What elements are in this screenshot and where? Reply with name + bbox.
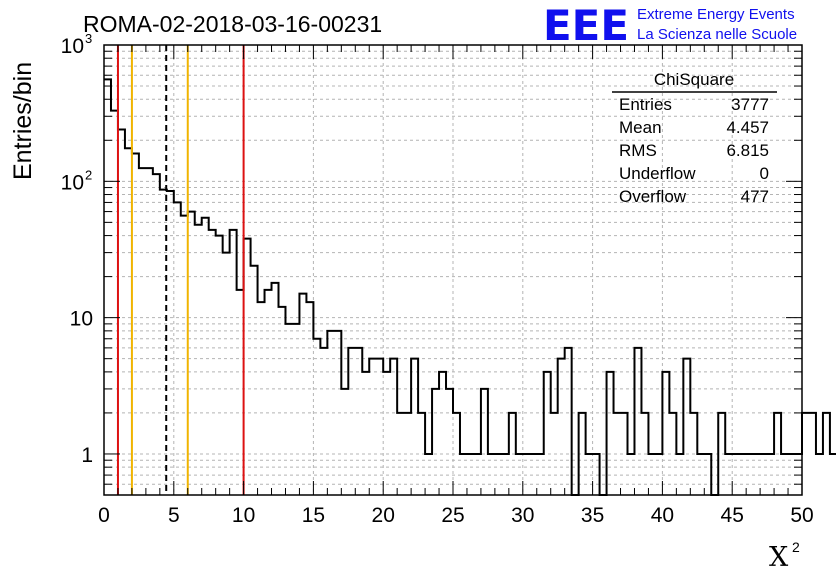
- stats-rows: Entries 3777 Mean 4.457 RMS 6.815 Underflow 0 Ov…: [619, 95, 769, 206]
- stats-title: ChiSquare: [654, 70, 734, 89]
- stats-row-label: RMS: [619, 141, 657, 160]
- stats-row-label: Overflow: [619, 187, 687, 206]
- y-tick-label: 1: [81, 444, 93, 467]
- stats-box: ChiSquare Entries 3777 Mean 4.457 RMS 6.815 Un…: [612, 70, 777, 206]
- y-tick-label-base: 1: [81, 444, 93, 467]
- y-tick-label: 10: [70, 308, 93, 331]
- stats-row-value: 3777: [731, 95, 769, 114]
- x-axis-label-base: X: [769, 542, 789, 572]
- x-axis-label-superscript: 2: [792, 539, 800, 555]
- y-tick-label-base: 10: [61, 35, 84, 58]
- y-tick-label-base: 10: [61, 171, 84, 194]
- x-tick-label: 0: [98, 504, 110, 527]
- x-tick-label: 45: [721, 504, 744, 527]
- stats-row-value: 4.457: [726, 118, 769, 137]
- eee-logo: EEE Extreme Energy Events La Scienza nel…: [543, 1, 797, 50]
- histogram-layer: [104, 78, 836, 496]
- y-tick-label-exponent: 2: [85, 167, 92, 182]
- y-axis-label: Entries/bin: [9, 62, 37, 180]
- stats-row-label: Mean: [619, 118, 662, 137]
- stats-row-value: 477: [741, 187, 769, 206]
- x-tick-label: 35: [581, 504, 604, 527]
- stats-row-label: Entries: [619, 95, 672, 114]
- stats-row-value: 6.815: [726, 141, 769, 160]
- logo-line1: Extreme Energy Events: [637, 6, 795, 23]
- histogram-series: [104, 78, 836, 496]
- x-tick-label: 10: [232, 504, 255, 527]
- y-tick-label: 10 2: [61, 167, 93, 194]
- y-tick-label-exponent: 3: [85, 31, 92, 46]
- y-tick-label: 10 3: [61, 31, 93, 58]
- x-axis-label: X 2: [769, 539, 800, 572]
- x-tick-label: 15: [302, 504, 325, 527]
- x-tick-label: 50: [790, 504, 813, 527]
- chart-title: ROMA-02-2018-03-16-00231: [83, 11, 382, 37]
- x-tick-label: 20: [372, 504, 395, 527]
- logo-line2: La Scienza nelle Scuole: [637, 26, 797, 43]
- x-tick-label: 40: [651, 504, 674, 527]
- y-tick-label-base: 10: [70, 308, 93, 331]
- stats-row-value: 0: [760, 164, 769, 183]
- reference-lines: [116, 45, 245, 495]
- x-tick-label: 25: [441, 504, 464, 527]
- x-tick-label: 5: [168, 504, 180, 527]
- stats-row-label: Underflow: [619, 164, 696, 183]
- logo-mark: EEE: [543, 1, 629, 50]
- x-tick-label: 30: [511, 504, 534, 527]
